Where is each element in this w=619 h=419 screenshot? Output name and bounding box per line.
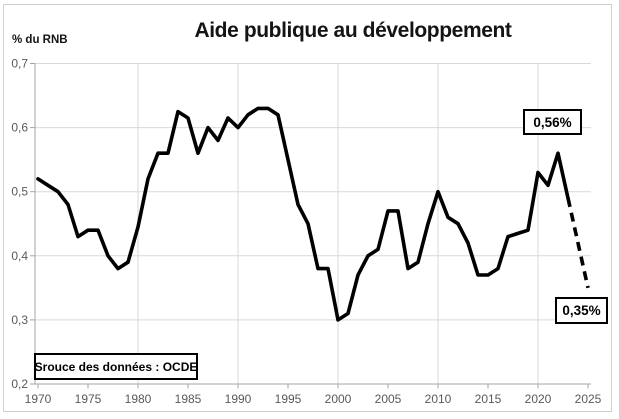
x-tick-label: 1975 bbox=[75, 392, 102, 406]
x-tick-label: 1970 bbox=[25, 392, 52, 406]
source-box: Srouce des données : OCDE bbox=[34, 353, 198, 380]
y-tick-label: 0,4 bbox=[11, 249, 28, 263]
y-tick-label: 0,5 bbox=[11, 185, 28, 199]
x-tick-label: 1985 bbox=[175, 392, 202, 406]
annotation-projection-value: 0,35% bbox=[555, 297, 608, 324]
x-tick-label: 1980 bbox=[125, 392, 152, 406]
x-tick-label: 2010 bbox=[425, 392, 452, 406]
chart-title: Aide publique au développement bbox=[194, 19, 512, 42]
series-aide-publique-observee bbox=[36, 106, 570, 322]
x-tick-label: 1990 bbox=[225, 392, 252, 406]
x-tick-label: 2020 bbox=[525, 392, 552, 406]
y-axis-title: % du RNB bbox=[12, 34, 68, 46]
annotation-peak-value: 0,56% bbox=[523, 109, 582, 135]
y-tick-label: 0,3 bbox=[11, 313, 28, 327]
x-tick-label: 2015 bbox=[475, 392, 502, 406]
series-projection-pointillee bbox=[566, 197, 590, 289]
y-tick-label: 0,2 bbox=[11, 377, 28, 391]
y-tick-label: 0,6 bbox=[11, 121, 28, 135]
x-tick-label: 2025 bbox=[575, 392, 602, 406]
figure-border bbox=[3, 4, 612, 412]
x-tick-label: 2000 bbox=[325, 392, 352, 406]
x-tick-label: 1995 bbox=[275, 392, 302, 406]
x-tick-label: 2005 bbox=[375, 392, 402, 406]
y-tick-label: 0,7 bbox=[11, 57, 28, 71]
